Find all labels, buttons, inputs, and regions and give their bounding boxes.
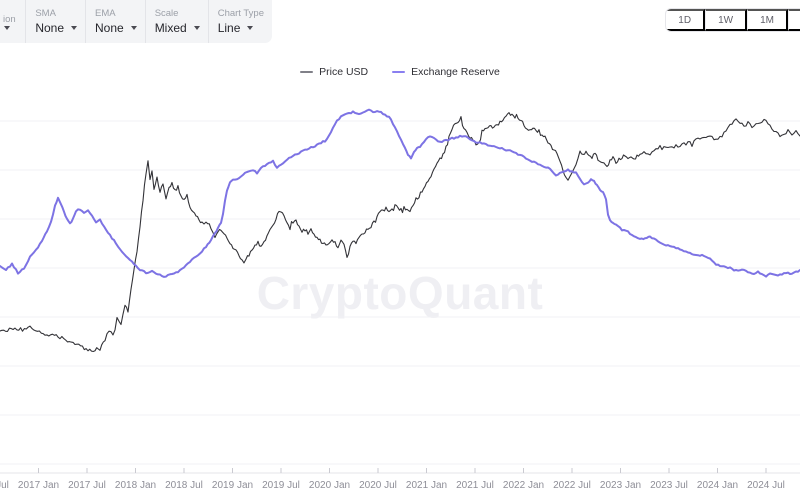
chart-settings-toolbar: ion SMA None EMA None Scale Mixed Chart …: [0, 0, 272, 43]
x-tick-label: 2019 Jan: [212, 480, 253, 491]
legend-item-exchange-reserve[interactable]: Exchange Reserve: [392, 66, 500, 78]
x-tick-label: 2017 Jan: [18, 480, 59, 491]
x-tick-label: 2020 Jul: [359, 480, 397, 491]
chart-legend: Price USD Exchange Reserve: [0, 66, 800, 78]
legend-label: Exchange Reserve: [411, 66, 500, 78]
chevron-down-icon: [4, 26, 10, 30]
exchange-reserve-line: [0, 108, 800, 278]
chevron-down-icon: [130, 26, 137, 30]
x-tick-label: 2016 Jul: [0, 480, 9, 491]
x-tick-label: 2022 Jan: [503, 480, 544, 491]
x-tick-label: 2022 Jul: [553, 480, 591, 491]
x-tick-label: 2021 Jul: [456, 480, 494, 491]
x-tick-label: 2017 Jul: [68, 480, 106, 491]
dropdown-scale[interactable]: Scale Mixed: [144, 0, 208, 43]
x-tick-label: 2019 Jul: [262, 480, 300, 491]
x-tick-label: 2023 Jul: [650, 480, 688, 491]
x-tick-label: 2021 Jan: [406, 480, 447, 491]
dropdown-label: EMA: [95, 8, 116, 19]
timeframe-cut-button[interactable]: [788, 9, 800, 31]
x-tick-label: 2018 Jan: [115, 480, 156, 491]
dropdown-label: ion: [3, 14, 16, 25]
legend-label: Price USD: [319, 66, 369, 78]
chevron-down-icon: [247, 26, 254, 30]
legend-item-price-usd[interactable]: Price USD: [300, 66, 368, 78]
dropdown-label: Scale: [154, 8, 179, 19]
x-tick-label: 2020 Jan: [309, 480, 350, 491]
x-tick-label: 2024 Jul: [747, 480, 785, 491]
dropdown-chart-type[interactable]: Chart Type Line: [207, 0, 272, 43]
dropdown-label: Chart Type: [217, 8, 264, 19]
chevron-down-icon: [193, 26, 200, 30]
dropdown-ema[interactable]: EMA None: [85, 0, 145, 43]
timeframe-selector: 1D 1W 1M: [665, 8, 800, 32]
timeframe-1w-button[interactable]: 1W: [705, 9, 748, 31]
cryptoquant-watermark: CryptoQuant: [256, 267, 544, 319]
price-usd-line: [0, 112, 800, 353]
x-tick-label: 2023 Jan: [600, 480, 641, 491]
chevron-down-icon: [71, 26, 77, 30]
legend-swatch-exchange-reserve: [392, 71, 406, 73]
dropdown-label: SMA: [35, 8, 56, 19]
dropdown-sma[interactable]: SMA None: [25, 0, 85, 43]
x-tick-label: 2018 Jul: [165, 480, 203, 491]
x-tick-label: 2024 Jan: [697, 480, 738, 491]
legend-swatch-price-usd: [300, 71, 314, 73]
timeframe-1d-button[interactable]: 1D: [666, 9, 706, 31]
timeframe-1m-button[interactable]: 1M: [747, 9, 788, 31]
dropdown-truncated-ion[interactable]: ion: [0, 0, 25, 43]
